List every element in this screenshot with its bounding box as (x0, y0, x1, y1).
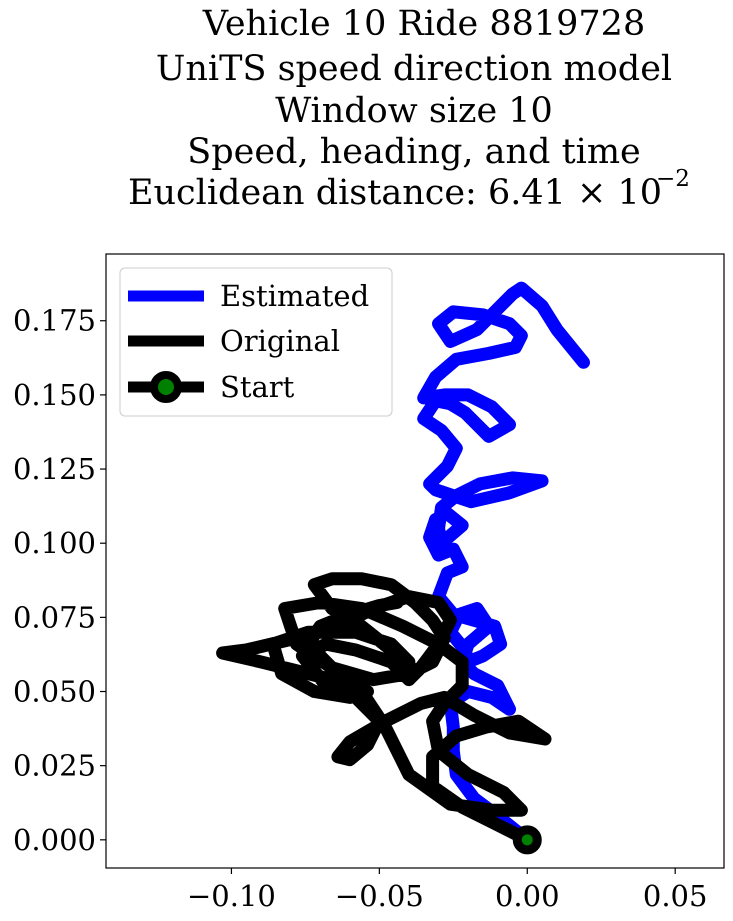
series-original-line (216, 572, 552, 847)
y-tick-label: 0.050 (13, 675, 96, 709)
legend: Estimated Original Start (119, 267, 393, 417)
title-line-3: Window size 10 (275, 91, 553, 131)
x-tick-label: −0.10 (187, 879, 276, 913)
legend-original-label: Original (220, 324, 340, 358)
start-point-marker (512, 825, 542, 855)
axes-layer: −0.10 −0.05 0.00 0.05 0.000 0.025 0.050 0.075 0.… (13, 304, 708, 913)
legend-estimated-label: Estimated (220, 279, 369, 313)
legend-start-label: Start (220, 370, 295, 404)
y-tick-label: 0.075 (13, 600, 96, 634)
legend-box (119, 267, 393, 417)
plot-area (105, 253, 725, 869)
title-line-2: UniTS speed direction model (156, 49, 672, 89)
y-tick-label: 0.000 (13, 823, 96, 857)
legend-start-marker (150, 371, 182, 403)
title-exponent: −2 (656, 166, 690, 192)
x-tick-label: 0.00 (495, 879, 560, 913)
y-tick-label: 0.175 (13, 304, 96, 338)
y-tick-label: 0.025 (13, 749, 96, 783)
x-tick-label: 0.05 (643, 879, 708, 913)
y-tick-label: 0.100 (13, 526, 96, 560)
title-line-4: Speed, heading, and time (187, 132, 640, 172)
title-line-5: Euclidean distance: 6.41 × 10 (128, 173, 662, 213)
x-tick-label: −0.05 (335, 879, 424, 913)
y-tick-label: 0.125 (13, 452, 96, 486)
y-tick-label: 0.150 (13, 378, 96, 412)
chart-title: Vehicle 10 Ride 8819728 UniTS speed dire… (128, 4, 690, 213)
title-line-1: Vehicle 10 Ride 8819728 (202, 4, 645, 44)
series-layer (216, 281, 590, 855)
